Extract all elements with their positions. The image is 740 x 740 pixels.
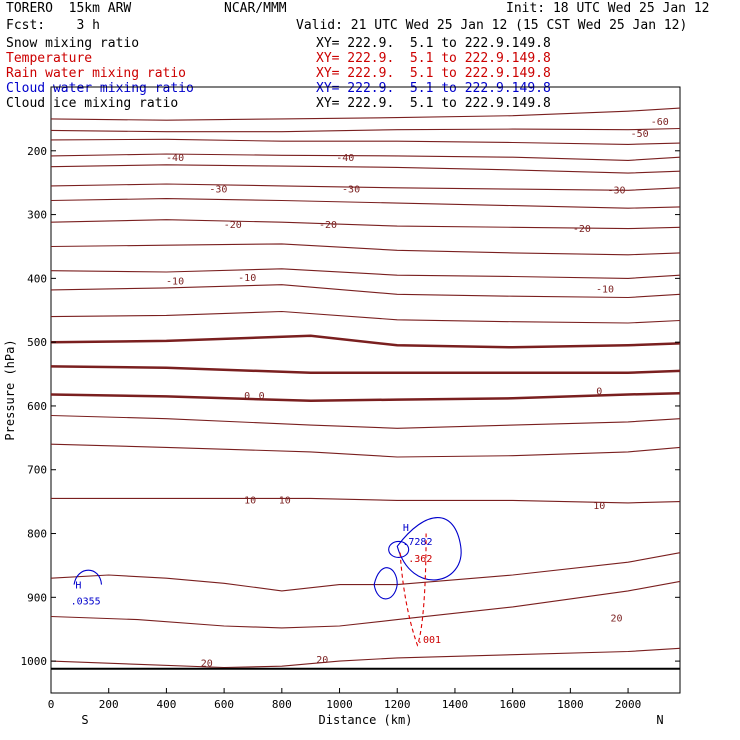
cloud-water-contour-left xyxy=(73,569,103,585)
field-rain-xy: XY= 222.9. 5.1 to 222.9.149.8 xyxy=(316,66,551,81)
isotherm-4 xyxy=(50,164,681,174)
isotherm-11 xyxy=(50,310,681,324)
contour-label-8: -20 xyxy=(319,220,337,231)
x-end-label-south: S xyxy=(81,713,88,727)
contour-label-13: 0 xyxy=(244,391,250,402)
isotherm-16 xyxy=(50,443,681,458)
x-tick-label-0: 0 xyxy=(48,698,55,711)
y-tick-label-3: 500 xyxy=(27,336,47,349)
x-tick-label-4: 800 xyxy=(272,698,292,711)
contour-label-10: -10 xyxy=(166,276,184,287)
organization: NCAR/MMM xyxy=(224,1,287,16)
plot-frame xyxy=(50,86,681,694)
contour-label-23: .0355 xyxy=(71,597,101,608)
contour-label-3: -40 xyxy=(336,153,354,164)
y-tick-label-2: 400 xyxy=(27,272,47,285)
field-cloudwater-xy: XY= 222.9. 5.1 to 222.9.149.8 xyxy=(316,81,551,96)
isotherm-17 xyxy=(51,497,681,504)
cloud-water-contour-lower xyxy=(373,567,398,600)
isotherm-13 xyxy=(50,365,681,375)
contour-label-5: -30 xyxy=(342,184,360,195)
x-tick-label-6: 1200 xyxy=(384,698,411,711)
y-tick-label-8: 1000 xyxy=(21,655,48,668)
isotherm-5 xyxy=(50,183,681,191)
contour-label-12: -10 xyxy=(596,285,614,296)
x-tick-label-5: 1000 xyxy=(326,698,353,711)
contour-label-17: 10 xyxy=(279,496,291,507)
isotherm-14 xyxy=(50,391,681,403)
field-rain-name: Rain water mixing ratio xyxy=(6,66,187,81)
contour-label-2: -40 xyxy=(166,153,184,164)
cloud-water-contour-outer xyxy=(396,517,462,581)
y-tick-label-6: 800 xyxy=(27,528,47,541)
contour-label-24: H xyxy=(403,523,409,534)
contour-label-19: 20 xyxy=(201,658,213,669)
contour-label-0: -60 xyxy=(651,117,669,128)
field-cloudwater-name: Cloud water mixing ratio xyxy=(6,81,194,96)
isotherm-12 xyxy=(50,334,681,349)
contour-label-11: -10 xyxy=(238,273,256,284)
contour-label-21: 20 xyxy=(610,614,622,625)
isotherm-15 xyxy=(50,414,681,429)
isotherm-2 xyxy=(50,138,681,145)
x-tick-label-7: 1400 xyxy=(442,698,469,711)
x-tick-label-2: 400 xyxy=(156,698,176,711)
x-end-label-north: N xyxy=(656,713,663,727)
x-tick-label-10: 2000 xyxy=(615,698,642,711)
y-axis-title: Pressure (hPa) xyxy=(3,339,17,440)
forecast-hour: Fcst: 3 h xyxy=(6,18,100,33)
contour-label-14: 0 xyxy=(259,391,265,402)
valid-time: Valid: 21 UTC Wed 25 Jan 12 (15 CST Wed … xyxy=(296,18,688,33)
contour-label-1: -50 xyxy=(631,129,649,140)
contour-label-20: 20 xyxy=(316,655,328,666)
isotherm-19 xyxy=(50,580,681,629)
isotherm-7 xyxy=(50,219,681,230)
isotherm-8 xyxy=(50,243,681,256)
init-time: Init: 18 UTC Wed 25 Jan 12 xyxy=(506,1,710,16)
contour-label-18: 10 xyxy=(593,501,605,512)
y-tick-label-1: 300 xyxy=(27,209,47,222)
field-temperature-xy: XY= 222.9. 5.1 to 222.9.149.8 xyxy=(316,51,551,66)
isotherm-1 xyxy=(50,127,681,133)
x-tick-label-1: 200 xyxy=(99,698,119,711)
contour-label-25: .7282 xyxy=(402,537,432,548)
x-axis-title: Distance (km) xyxy=(319,713,413,727)
rain-contour xyxy=(399,533,427,647)
isotherm-18 xyxy=(50,552,681,592)
field-snow-name: Snow mixing ratio xyxy=(6,36,140,51)
y-tick-label-7: 900 xyxy=(27,591,47,604)
contour-label-7: -20 xyxy=(224,220,242,231)
contour-label-22: H xyxy=(75,581,81,592)
model-name: TORERO 15km ARW xyxy=(6,1,132,16)
contour-label-6: -30 xyxy=(607,186,625,197)
field-cloudice-name: Cloud ice mixing ratio xyxy=(6,96,179,111)
isotherm-10 xyxy=(50,284,681,299)
contour-label-15: 0 xyxy=(596,387,602,398)
y-tick-label-5: 700 xyxy=(27,464,47,477)
isotherm-0 xyxy=(50,107,681,121)
cloud-water-contour-core xyxy=(388,540,410,559)
y-tick-label-4: 600 xyxy=(27,400,47,413)
isotherm-20 xyxy=(50,647,681,669)
field-snow-xy: XY= 222.9. 5.1 to 222.9.149.8 xyxy=(316,36,551,51)
contour-label-26: .362 xyxy=(408,554,432,565)
y-tick-label-0: 200 xyxy=(27,145,47,158)
field-cloudice-xy: XY= 222.9. 5.1 to 222.9.149.8 xyxy=(316,96,551,111)
isotherm-6 xyxy=(50,198,681,209)
contour-label-4: -30 xyxy=(209,184,227,195)
isotherm-9 xyxy=(50,268,681,279)
contour-label-16: 10 xyxy=(244,496,256,507)
x-tick-label-3: 600 xyxy=(214,698,234,711)
contour-label-27: .001 xyxy=(417,635,441,646)
x-tick-label-9: 1800 xyxy=(557,698,584,711)
x-tick-label-8: 1600 xyxy=(499,698,526,711)
contour-label-9: -20 xyxy=(573,224,591,235)
field-temperature-name: Temperature xyxy=(6,51,93,66)
isotherm-3 xyxy=(50,153,681,161)
